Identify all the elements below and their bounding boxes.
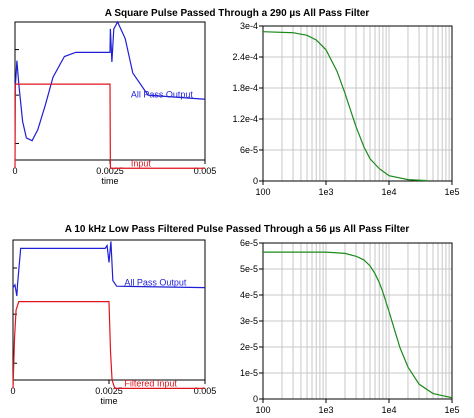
y-tick-label: 5e-5 xyxy=(240,264,258,274)
figure-title-bottom: A 10 kHz Low Pass Filtered Pulse Passed … xyxy=(65,224,410,235)
figure-title-top: A Square Pulse Passed Through a 290 µs A… xyxy=(105,8,370,19)
group-delay-chart-56us: 0 1e-5 2e-5 3e-5 4e-5 5e-5 6e-5 100 1e3 1e4 1e5 xyxy=(240,238,460,415)
y-tick-label: 2.4e-4 xyxy=(232,52,258,62)
x-tick-label: 0 xyxy=(12,166,17,176)
x-tick-label: 0.0025 xyxy=(96,166,124,176)
series-line-1 xyxy=(12,301,205,389)
y-tick-label: 2e-5 xyxy=(240,342,258,352)
x-tick-label: 100 xyxy=(255,405,270,415)
group-delay-chart-290us: 0 6e-5 1.2e-4 1.8e-4 2.4e-4 3e-4 100 1e3 1e4 1e5 xyxy=(232,21,459,197)
y-tick-label: 6e-5 xyxy=(240,145,258,155)
x-tick-label: 1e3 xyxy=(318,405,333,415)
plot-frame xyxy=(262,25,453,182)
x-tick-label: 0.0025 xyxy=(95,386,123,396)
annotation-label: Input xyxy=(131,158,152,168)
annotation-label: Filtered Input xyxy=(124,378,177,388)
x-axis-label: time xyxy=(100,396,117,406)
annotation-label: All Pass Output xyxy=(124,278,187,288)
x-tick-label: 1e4 xyxy=(381,405,396,415)
plot-frame xyxy=(262,242,453,400)
y-tick-label: 3e-5 xyxy=(240,316,258,326)
y-tick-label: 3e-4 xyxy=(240,21,258,31)
x-tick-label: 1e4 xyxy=(381,187,396,197)
x-tick-label: 1e5 xyxy=(444,187,459,197)
y-tick-label: 1e-5 xyxy=(240,368,258,378)
series-line-0 xyxy=(12,241,206,297)
annotation-label: All Pass Output xyxy=(131,89,194,99)
y-tick-label: 0 xyxy=(253,394,258,404)
time-chart-square-pulse: 0 0.0025 0.005 time All Pass Output Input xyxy=(12,20,217,186)
y-tick-label: 4e-5 xyxy=(240,290,258,300)
series-line-1 xyxy=(14,83,205,169)
x-tick-label: 0 xyxy=(10,386,15,396)
x-axis-label: time xyxy=(101,176,118,186)
delay-curve-line-0 xyxy=(262,31,427,182)
x-tick-label: 1e5 xyxy=(444,405,459,415)
series-line-0 xyxy=(14,20,206,142)
x-tick-label: 100 xyxy=(255,187,270,197)
y-tick-label: 1.2e-4 xyxy=(232,114,258,124)
y-tick-label: 6e-5 xyxy=(240,238,258,248)
time-chart-filtered-pulse: 0 0.0025 0.005 time All Pass Output Filtered … xyxy=(10,239,217,406)
x-tick-label: 1e3 xyxy=(318,187,333,197)
y-tick-label: 1.8e-4 xyxy=(232,83,258,93)
x-tick-label: 0.005 xyxy=(194,166,217,176)
y-tick-label: 0 xyxy=(253,176,258,186)
x-tick-label: 0.005 xyxy=(194,386,217,396)
delay-curve-line-0 xyxy=(263,251,453,399)
plot-area xyxy=(263,26,452,181)
